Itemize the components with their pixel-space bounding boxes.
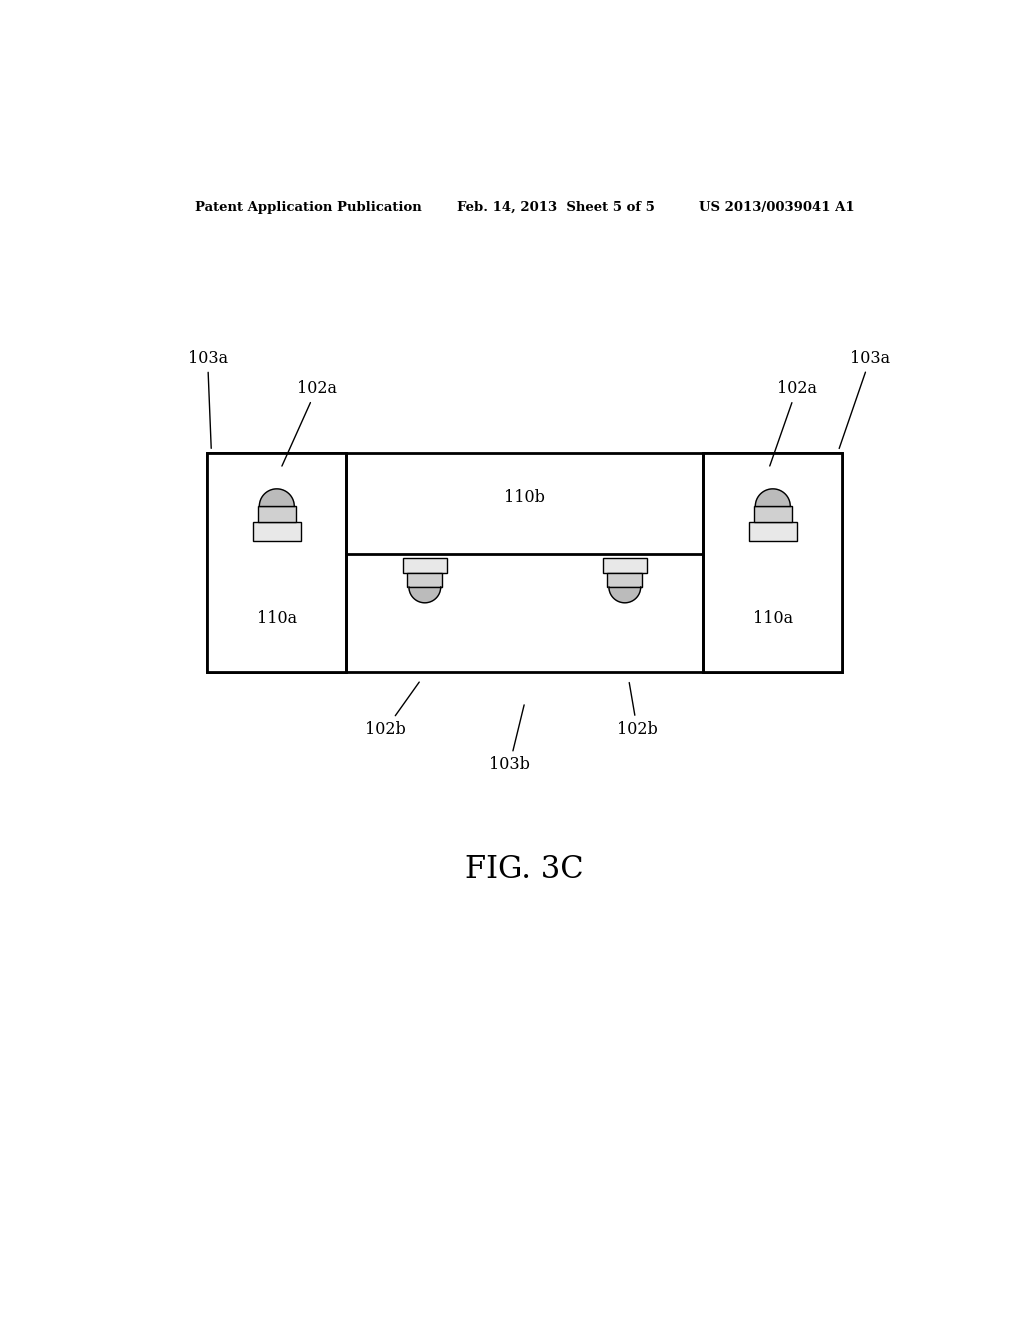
Bar bbox=[253, 523, 301, 541]
Text: 102a: 102a bbox=[770, 380, 817, 466]
Bar bbox=[258, 506, 296, 523]
Text: 103b: 103b bbox=[489, 705, 530, 774]
Text: 110a: 110a bbox=[257, 610, 297, 627]
Text: 110b: 110b bbox=[505, 488, 545, 506]
Polygon shape bbox=[609, 587, 641, 603]
Bar bbox=[754, 506, 792, 523]
Bar bbox=[408, 573, 442, 587]
Text: Patent Application Publication: Patent Application Publication bbox=[196, 201, 422, 214]
Text: FIG. 3C: FIG. 3C bbox=[466, 854, 584, 886]
Text: 102b: 102b bbox=[366, 682, 419, 738]
Bar bbox=[703, 453, 843, 672]
Bar bbox=[603, 557, 646, 573]
Text: 102b: 102b bbox=[616, 682, 657, 738]
Bar bbox=[207, 453, 346, 672]
Text: 103a: 103a bbox=[187, 350, 227, 449]
Polygon shape bbox=[259, 488, 294, 506]
Bar bbox=[749, 523, 797, 541]
Polygon shape bbox=[409, 587, 440, 603]
Text: Feb. 14, 2013  Sheet 5 of 5: Feb. 14, 2013 Sheet 5 of 5 bbox=[458, 201, 655, 214]
Text: US 2013/0039041 A1: US 2013/0039041 A1 bbox=[698, 201, 854, 214]
Text: 102a: 102a bbox=[282, 380, 337, 466]
Text: 103a: 103a bbox=[840, 350, 890, 449]
Bar bbox=[207, 453, 843, 672]
Bar bbox=[403, 557, 446, 573]
Text: 110a: 110a bbox=[753, 610, 793, 627]
Bar bbox=[607, 573, 642, 587]
Polygon shape bbox=[756, 488, 791, 506]
